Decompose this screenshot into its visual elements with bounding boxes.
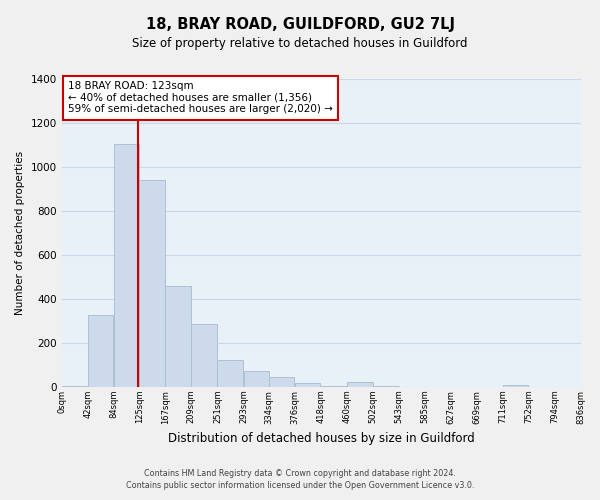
Bar bbox=[503, 385, 529, 387]
Bar bbox=[62, 386, 87, 387]
Bar bbox=[88, 316, 113, 387]
Y-axis label: Number of detached properties: Number of detached properties bbox=[15, 151, 25, 315]
Bar bbox=[347, 382, 373, 387]
Bar bbox=[166, 286, 191, 387]
Bar bbox=[244, 372, 269, 387]
Text: Contains public sector information licensed under the Open Government Licence v3: Contains public sector information licen… bbox=[126, 481, 474, 490]
Bar bbox=[114, 144, 139, 387]
Text: Size of property relative to detached houses in Guildford: Size of property relative to detached ho… bbox=[132, 38, 468, 51]
Text: 18, BRAY ROAD, GUILDFORD, GU2 7LJ: 18, BRAY ROAD, GUILDFORD, GU2 7LJ bbox=[146, 18, 455, 32]
Bar bbox=[217, 360, 243, 387]
Bar bbox=[295, 383, 320, 387]
Bar bbox=[269, 376, 295, 387]
Bar bbox=[139, 180, 164, 387]
X-axis label: Distribution of detached houses by size in Guildford: Distribution of detached houses by size … bbox=[168, 432, 475, 445]
Text: 18 BRAY ROAD: 123sqm
← 40% of detached houses are smaller (1,356)
59% of semi-de: 18 BRAY ROAD: 123sqm ← 40% of detached h… bbox=[68, 81, 333, 114]
Bar bbox=[321, 386, 347, 387]
Bar bbox=[191, 324, 217, 387]
Text: Contains HM Land Registry data © Crown copyright and database right 2024.: Contains HM Land Registry data © Crown c… bbox=[144, 468, 456, 477]
